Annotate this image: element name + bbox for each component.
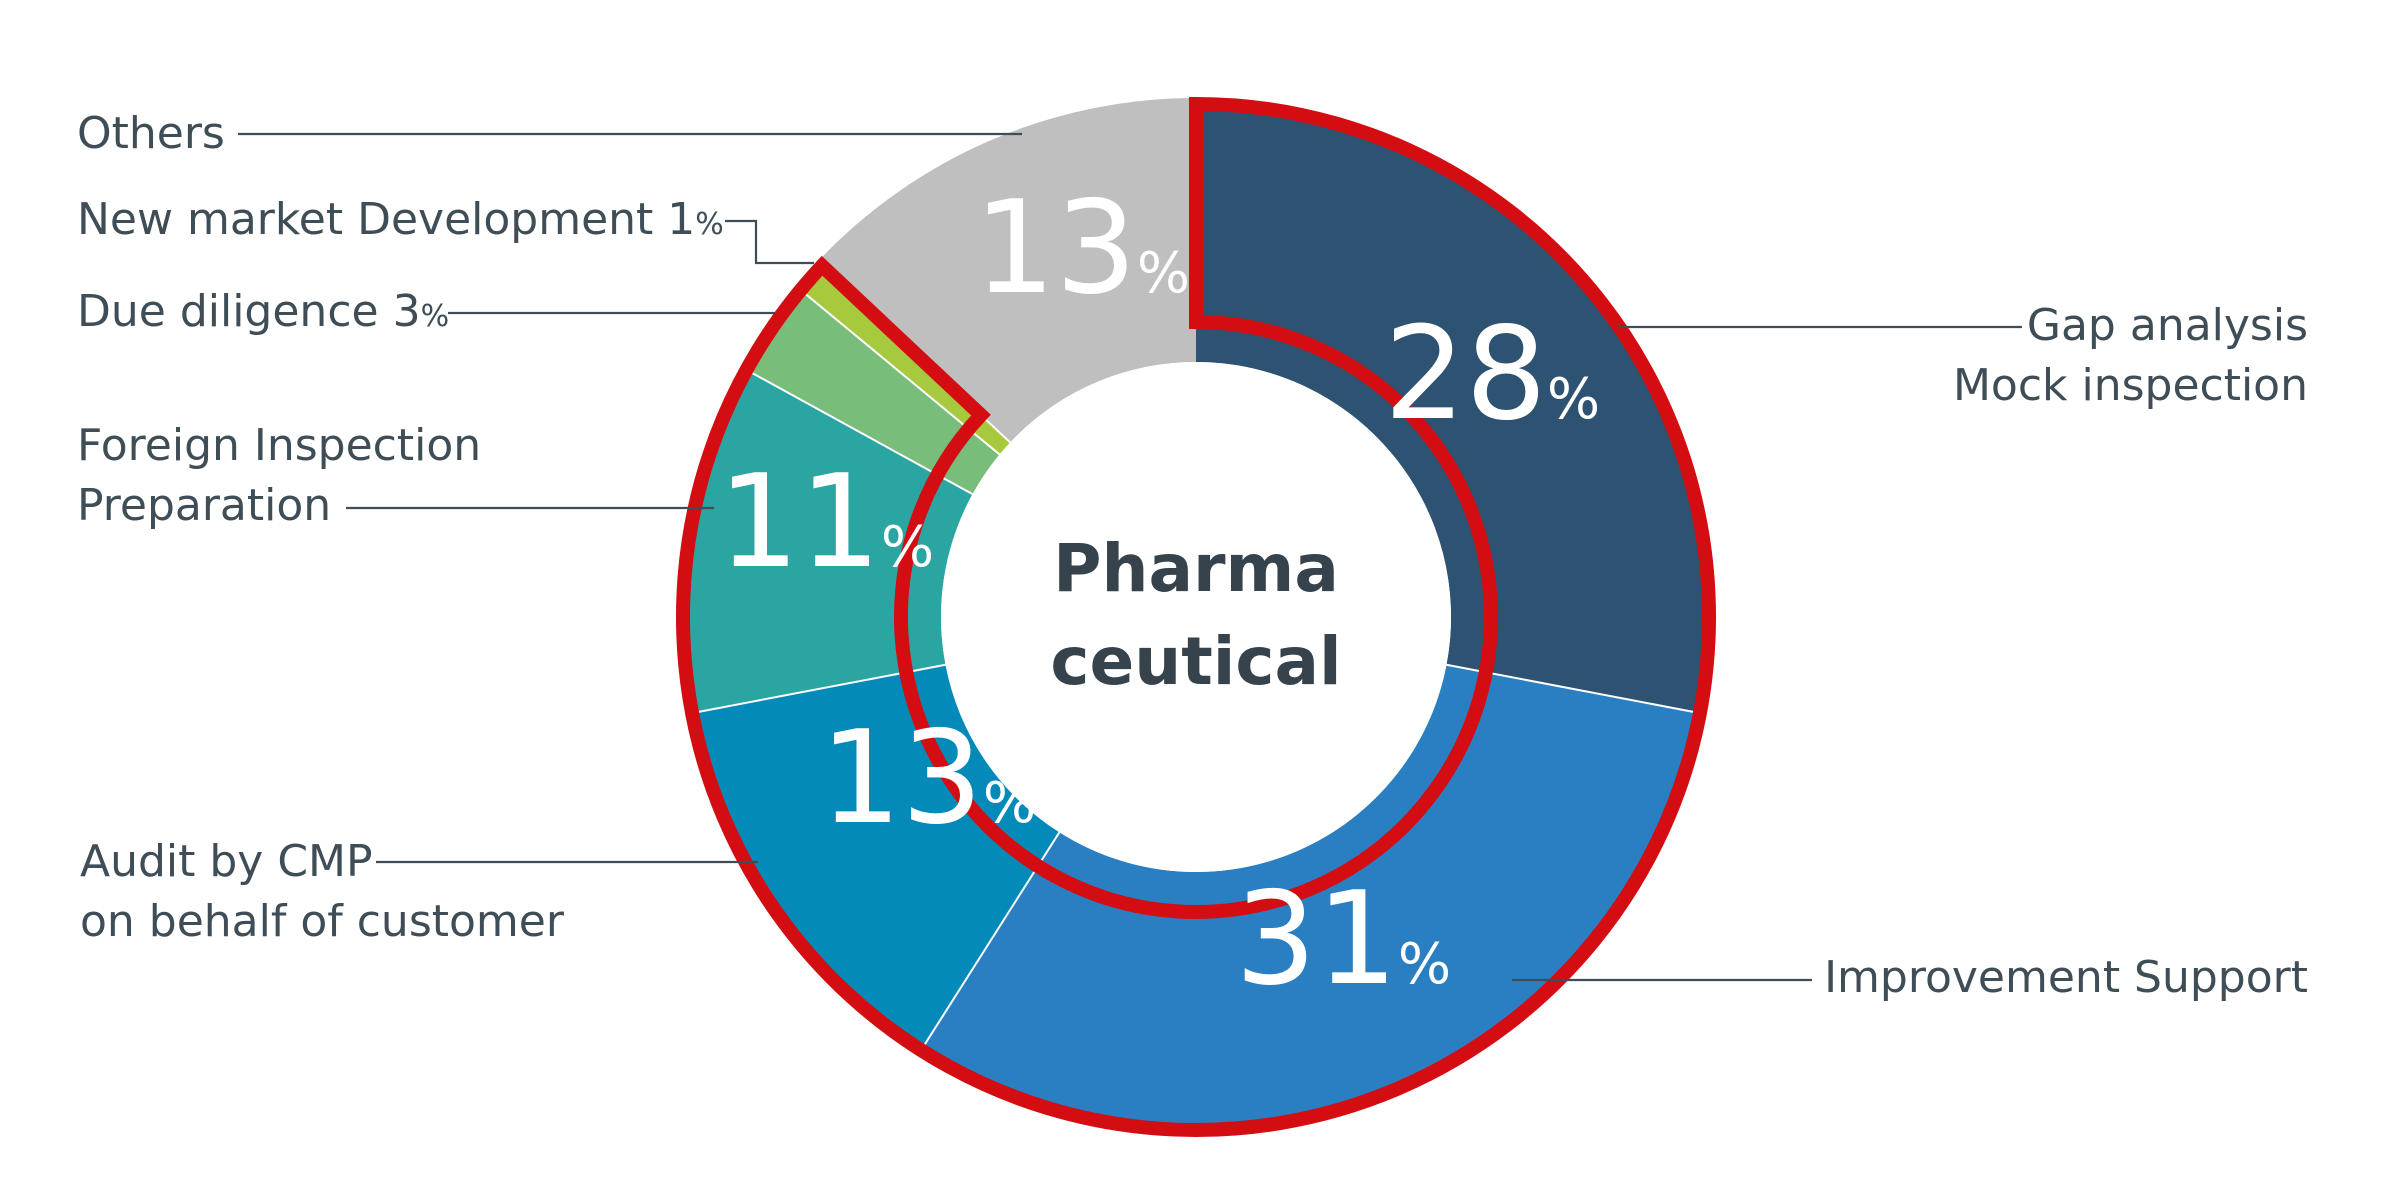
value-unit: % (1398, 932, 1451, 997)
category-label-unit: % (421, 299, 450, 334)
value-number: 13 (974, 174, 1137, 323)
category-label-gap: Mock inspection (1953, 360, 2308, 411)
center-hole: Pharma ceutical (941, 362, 1451, 872)
value-unit: % (1547, 367, 1600, 432)
category-label-foreign: Preparation (77, 480, 331, 531)
category-label-text: Gap analysis (2027, 300, 2308, 351)
value-number: 28 (1384, 300, 1547, 449)
category-label-others: Others (77, 108, 225, 159)
highlight-border (676, 96, 1716, 1137)
category-label-due: Due diligence 3% (77, 286, 449, 337)
category-label-improve: Improvement Support (1824, 952, 2308, 1003)
category-label-text: New market Development 1 (77, 194, 695, 245)
category-label-audit: Audit by CMP (80, 836, 373, 887)
value-labels: 28%31%13%11%13% (718, 174, 1600, 1014)
category-label-text: Preparation (77, 480, 331, 531)
value-number: 13 (820, 704, 983, 853)
center-label-line1: Pharma (1053, 530, 1339, 607)
leader-line-newmarket (725, 219, 814, 265)
value-number: 11 (718, 448, 881, 597)
category-label-text: Audit by CMP (80, 836, 373, 887)
donut-hole (941, 362, 1451, 872)
value-unit: % (1137, 241, 1190, 306)
category-label-text: Others (77, 108, 225, 159)
category-label-text: on behalf of customer (80, 896, 565, 947)
value-label-improve: 31% (1235, 865, 1451, 1014)
category-label-foreign: Foreign Inspection (77, 420, 481, 471)
category-label-text: Foreign Inspection (77, 420, 481, 471)
slice-audit (686, 664, 1060, 1056)
value-label-foreign: 11% (718, 448, 934, 597)
category-label-gap: Gap analysis (2027, 300, 2308, 351)
slice-due (741, 286, 1000, 495)
category-label-text: Improvement Support (1824, 952, 2308, 1003)
category-label-text: Due diligence 3 (77, 286, 421, 337)
value-label-others: 13% (974, 174, 1190, 323)
slice-others (817, 98, 1196, 443)
category-label-audit: on behalf of customer (80, 896, 565, 947)
center-label-line2: ceutical (1050, 623, 1341, 700)
category-label-newmarket: New market Development 1% (77, 194, 724, 245)
leader-lines (238, 132, 2022, 982)
value-label-gap: 28% (1384, 300, 1600, 449)
category-label-text: Mock inspection (1953, 360, 2308, 411)
value-unit: % (881, 515, 934, 580)
highlight-layer (676, 96, 1716, 1137)
category-label-unit: % (695, 207, 724, 242)
value-unit: % (983, 771, 1036, 836)
category-labels: Gap analysis Mock inspection Improvement S… (77, 108, 2308, 1003)
value-number: 31 (1235, 865, 1398, 1014)
slice-gap (1196, 98, 1715, 715)
slice-newmarket (796, 261, 1011, 455)
value-label-audit: 13% (820, 704, 1036, 853)
